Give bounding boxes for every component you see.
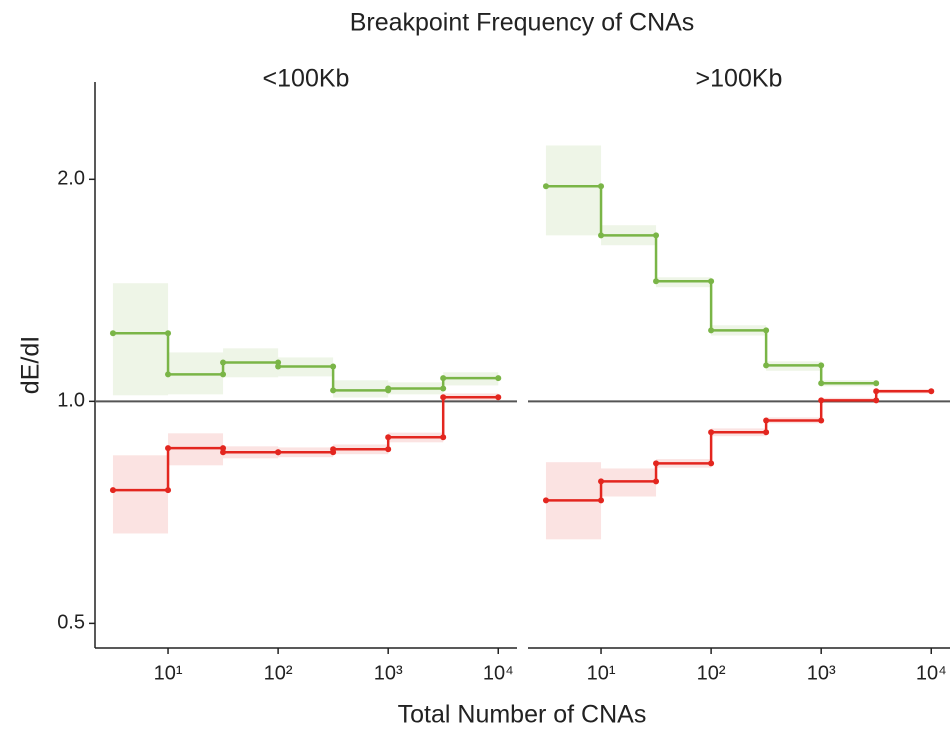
- point: [440, 394, 447, 401]
- point: [818, 380, 825, 387]
- point: [542, 183, 549, 190]
- point: [165, 371, 172, 378]
- x-tick-label: 10⁴: [483, 662, 514, 684]
- point: [275, 449, 282, 456]
- point: [109, 330, 116, 337]
- x-tick-label: 10¹: [587, 662, 616, 684]
- point: [598, 232, 605, 239]
- point: [873, 380, 880, 387]
- y-tick-label: 0.5: [57, 612, 85, 634]
- x-axis-label: Total Number of CNAs: [398, 701, 647, 729]
- point: [275, 363, 282, 370]
- point: [708, 327, 715, 334]
- point: [330, 446, 337, 453]
- point: [330, 387, 337, 394]
- point: [385, 385, 392, 392]
- point: [440, 375, 447, 382]
- point: [928, 388, 935, 395]
- point: [708, 429, 715, 436]
- point: [653, 460, 660, 467]
- point: [385, 434, 392, 441]
- facet-title: >100Kb: [696, 65, 783, 93]
- x-tick-label: 10³: [374, 662, 403, 684]
- point: [542, 497, 549, 504]
- x-tick-label: 10³: [807, 662, 836, 684]
- confidence-band: [333, 380, 389, 398]
- point: [165, 445, 172, 452]
- point: [763, 417, 770, 424]
- confidence-band: [112, 283, 169, 396]
- point: [495, 375, 502, 382]
- y-axis-label: dE/dI: [17, 336, 45, 394]
- confidence-band: [545, 145, 602, 236]
- x-tick-label: 10²: [697, 662, 726, 684]
- point: [818, 397, 825, 404]
- point: [598, 478, 605, 485]
- point: [109, 487, 116, 494]
- facet-title: <100Kb: [263, 65, 350, 93]
- point: [220, 359, 227, 366]
- confidence-band: [112, 455, 169, 534]
- chart-title: Breakpoint Frequency of CNAs: [350, 9, 695, 37]
- point: [220, 449, 227, 456]
- point: [763, 362, 770, 369]
- x-tick-label: 10⁴: [916, 662, 947, 684]
- x-tick-label: 10²: [264, 662, 293, 684]
- point: [653, 278, 660, 285]
- point: [495, 394, 502, 401]
- x-tick-label: 10¹: [154, 662, 183, 684]
- y-tick-label: 1.0: [57, 390, 85, 412]
- y-tick-label: 2.0: [57, 168, 85, 190]
- point: [873, 388, 880, 395]
